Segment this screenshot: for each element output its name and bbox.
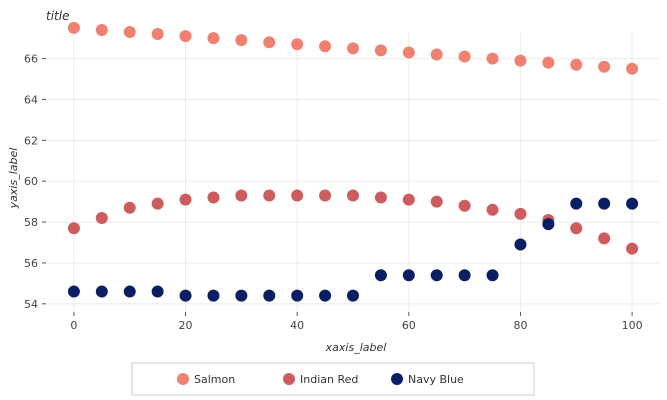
legend-swatch-salmon <box>177 373 189 385</box>
salmon-point <box>598 60 611 73</box>
indian-red-point <box>179 193 192 206</box>
navy-blue-point <box>542 218 555 231</box>
navy-blue-point <box>263 289 276 302</box>
indian-red-point <box>123 201 136 214</box>
navy-blue-point <box>95 285 108 298</box>
x-tick-label: 20 <box>179 319 193 332</box>
x-tick-labels: 0 20 40 60 80 100 <box>70 312 643 332</box>
salmon-point <box>430 48 443 61</box>
navy-blue-point <box>458 269 471 282</box>
navy-blue-point <box>430 269 443 282</box>
y-tick-labels: 54 56 58 60 62 64 66 <box>24 53 46 311</box>
salmon-point <box>235 34 248 47</box>
salmon-point <box>570 58 583 71</box>
indian-red-point <box>95 211 108 224</box>
legend-label-salmon: Salmon <box>194 373 235 386</box>
navy-blue-point <box>598 197 611 210</box>
chart-title: title <box>46 9 69 23</box>
legend: Salmon Indian Red Navy Blue <box>131 362 535 396</box>
indian-red-point <box>151 197 164 210</box>
legend-label-indian-red: Indian Red <box>300 373 358 386</box>
indian-red-point <box>514 207 527 220</box>
indian-red-point <box>67 222 80 235</box>
navy-blue-point <box>514 238 527 251</box>
salmon-point <box>151 28 164 41</box>
x-tick-label: 60 <box>402 319 416 332</box>
salmon-point <box>263 36 276 49</box>
y-tick-label: 60 <box>24 175 38 188</box>
y-tick-label: 64 <box>24 93 38 106</box>
navy-blue-point <box>179 289 192 302</box>
navy-blue-point <box>291 289 304 302</box>
y-axis-title: yaxis_label <box>7 148 20 210</box>
x-tick-label: 100 <box>622 319 643 332</box>
legend-swatch-navy-blue <box>391 373 403 385</box>
salmon-point <box>626 62 639 75</box>
salmon-point <box>347 42 359 55</box>
indian-red-point <box>319 189 332 202</box>
indian-red-point <box>458 199 471 212</box>
navy-blue-point <box>570 197 583 210</box>
x-tick-label: 80 <box>513 319 527 332</box>
navy-blue-point <box>151 285 164 298</box>
indian-red-point <box>347 189 359 202</box>
navy-blue-point <box>319 289 332 302</box>
indian-red-point <box>207 191 220 204</box>
y-tick-label: 54 <box>24 298 38 311</box>
indian-red-point <box>486 203 499 216</box>
navy-blue-point <box>123 285 136 298</box>
indian-red-point <box>235 189 248 202</box>
x-axis-title: xaxis_label <box>325 341 387 354</box>
salmon-point <box>179 30 192 43</box>
salmon-point <box>374 44 387 57</box>
salmon-point <box>67 21 80 34</box>
salmon-point <box>319 40 332 53</box>
indian-red-point <box>598 232 611 245</box>
salmon-point <box>123 26 136 38</box>
y-tick-label: 58 <box>24 216 38 229</box>
navy-blue-point <box>347 289 359 302</box>
indian-red-point <box>626 242 639 255</box>
data-points <box>67 21 639 302</box>
navy-blue-point <box>207 289 220 302</box>
indian-red-point <box>374 191 387 204</box>
legend-box <box>131 362 535 396</box>
salmon-point <box>95 23 108 36</box>
navy-blue-point <box>402 269 415 282</box>
indian-red-point <box>263 189 276 202</box>
salmon-point <box>542 56 555 69</box>
x-tick-label: 0 <box>70 319 77 332</box>
indian-red-point <box>291 189 304 202</box>
indian-red-point <box>570 222 583 235</box>
salmon-point <box>458 50 471 63</box>
grid <box>46 32 660 312</box>
navy-blue-point <box>235 289 248 302</box>
salmon-point <box>291 38 304 51</box>
y-tick-label: 66 <box>24 53 38 66</box>
y-tick-label: 56 <box>24 257 38 270</box>
indian-red-point <box>402 193 415 206</box>
indian-red-point <box>430 195 443 208</box>
salmon-point <box>514 54 527 67</box>
salmon-point <box>207 32 220 45</box>
navy-blue-point <box>67 285 80 298</box>
salmon-point <box>402 46 415 59</box>
y-tick-label: 62 <box>24 134 38 147</box>
salmon-point <box>486 52 499 65</box>
legend-swatch-indian-red <box>283 373 295 385</box>
navy-blue-point <box>374 269 387 282</box>
legend-label-navy-blue: Navy Blue <box>408 373 464 386</box>
x-tick-label: 40 <box>290 319 304 332</box>
navy-blue-point <box>626 197 639 210</box>
navy-blue-point <box>486 269 499 282</box>
